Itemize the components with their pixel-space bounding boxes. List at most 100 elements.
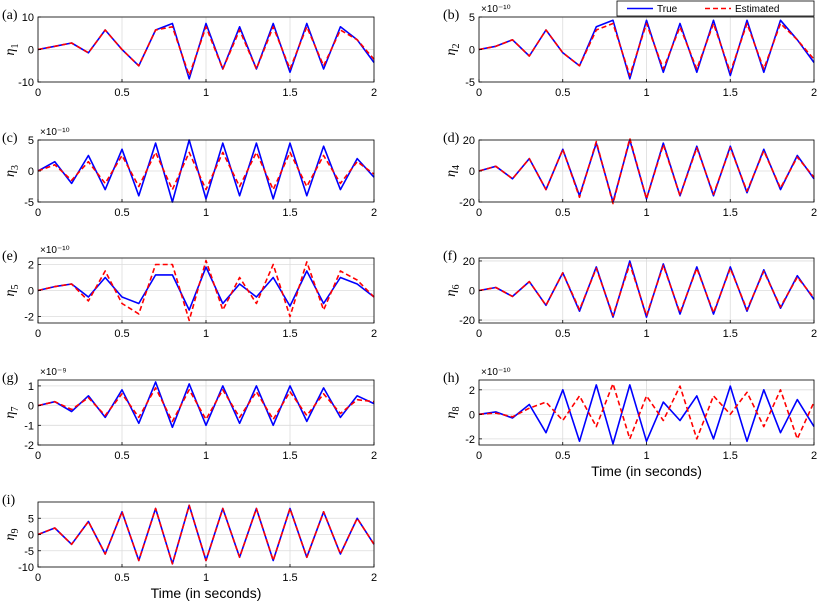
x-tick-label: 1.5	[282, 572, 297, 584]
x-tick-label: 2	[811, 450, 817, 462]
x-tick-label: 1.5	[282, 207, 297, 219]
x-tick-label: 1	[203, 87, 209, 99]
x-tick-label: 1	[643, 207, 649, 219]
y-tick-label: -20	[459, 315, 475, 327]
x-tick-label: 0.5	[555, 328, 570, 340]
y-tick-label: 5	[28, 135, 34, 147]
x-tick-label: 2	[811, 207, 817, 219]
x-tick-label: 0	[476, 207, 482, 219]
panel-label: (d)	[443, 131, 460, 146]
series-line-estimated	[478, 382, 815, 440]
y-tick-label: -10	[18, 77, 34, 89]
y-tick-label: 5	[28, 513, 34, 525]
y-tick-label: -5	[24, 197, 34, 209]
y-axis-symbol: η	[3, 48, 18, 55]
x-tick-label: 0.5	[555, 87, 570, 99]
y-tick-label: 5	[469, 12, 475, 24]
y-tick-label: -1	[24, 420, 34, 432]
axis-exponent: ×10⁻¹⁰	[40, 245, 70, 256]
y-axis-subscript: 9	[10, 529, 21, 534]
panel-label: (i)	[2, 493, 16, 508]
x-tick-label: 2	[371, 450, 377, 462]
y-tick-label: 0	[28, 286, 34, 298]
series-line-estimated	[37, 25, 375, 77]
y-axis-label: η4	[444, 165, 462, 177]
x-tick-label: 0	[35, 87, 41, 99]
chart-panel-2: 0 0.5 1 1.5 2-505×10⁻¹⁰(b)η2	[443, 4, 817, 99]
x-tick-label: 0.5	[114, 450, 129, 462]
series-line-estimated	[37, 504, 375, 565]
y-axis-label: η3	[3, 165, 21, 177]
x-tick-label: 1.5	[723, 450, 738, 462]
x-tick-label: 0	[35, 572, 41, 584]
y-axis-label: η2	[444, 44, 462, 56]
chart-panel-9: 0 0.5 1 1.5 2 -10 -5 0 5 (i) η9 Time (in seconds)	[2, 493, 377, 601]
x-tick-label: 1.5	[723, 207, 738, 219]
y-tick-label: 0	[28, 45, 34, 57]
y-axis-symbol: η	[444, 48, 459, 55]
x-tick-label: 1	[643, 450, 649, 462]
y-axis-symbol: η	[3, 533, 18, 540]
y-tick-label: 2	[469, 385, 475, 397]
series-line-estimated	[478, 22, 815, 77]
y-tick-label: 20	[463, 256, 475, 268]
y-axis-subscript: 2	[451, 44, 462, 49]
series-line-true	[37, 381, 375, 429]
panel-label: (e)	[2, 249, 18, 264]
y-axis-symbol: η	[3, 411, 18, 418]
x-tick-label: 1.5	[282, 450, 297, 462]
y-axis-symbol: η	[444, 289, 459, 296]
y-axis-label: η6	[444, 285, 462, 297]
series-line-estimated	[37, 387, 375, 423]
y-axis-subscript: 7	[10, 407, 21, 412]
y-tick-label: 0	[469, 45, 475, 57]
x-tick-label: 1.5	[723, 328, 738, 340]
panel-label: (g)	[2, 371, 19, 386]
chart-panel-5: 0 0.5 1 1.5 2-202×10⁻¹⁰(e)η5	[2, 245, 377, 340]
x-axis-label: Time (in seconds)	[151, 585, 262, 601]
x-tick-label: 0.5	[114, 328, 129, 340]
y-axis-subscript: 1	[10, 44, 21, 49]
y-axis-subscript: 6	[451, 285, 462, 290]
y-axis-label: η5	[3, 285, 21, 297]
y-tick-label: 0	[469, 166, 475, 178]
y-tick-label: 0	[28, 401, 34, 413]
x-tick-label: 2	[811, 328, 817, 340]
x-tick-label: 2	[371, 328, 377, 340]
y-tick-label: -2	[465, 434, 475, 446]
x-tick-label: 0	[35, 328, 41, 340]
x-tick-label: 1	[203, 450, 209, 462]
x-tick-label: 0	[35, 207, 41, 219]
y-tick-label: 0	[28, 530, 34, 542]
x-tick-label: 0.5	[114, 207, 129, 219]
y-tick-label: 20	[463, 135, 475, 147]
series-line-true	[478, 384, 815, 445]
y-tick-label: -5	[465, 77, 475, 89]
y-axis-label: η7	[3, 407, 21, 419]
x-tick-label: 0.5	[555, 450, 570, 462]
y-tick-label: -5	[24, 546, 34, 558]
y-axis-subscript: 8	[451, 407, 462, 412]
x-tick-label: 2	[811, 87, 817, 99]
y-tick-label: -20	[459, 197, 475, 209]
x-tick-label: 1	[203, 328, 209, 340]
y-axis-symbol: η	[3, 289, 18, 296]
axis-exponent: ×10⁻¹⁰	[481, 367, 511, 378]
x-tick-label: 1.5	[282, 328, 297, 340]
x-tick-label: 0	[476, 87, 482, 99]
y-axis-subscript: 3	[10, 165, 21, 170]
x-axis-label: Time (in seconds)	[591, 463, 702, 479]
panel-label: (a)	[2, 8, 18, 23]
y-tick-label: 0	[469, 286, 475, 298]
y-axis-symbol: η	[3, 170, 18, 177]
y-tick-label: -2	[24, 440, 34, 452]
panel-label: (b)	[443, 8, 460, 23]
series-line-true	[37, 139, 375, 203]
x-tick-label: 1.5	[282, 87, 297, 99]
axis-exponent: ×10⁻¹⁰	[481, 4, 511, 15]
